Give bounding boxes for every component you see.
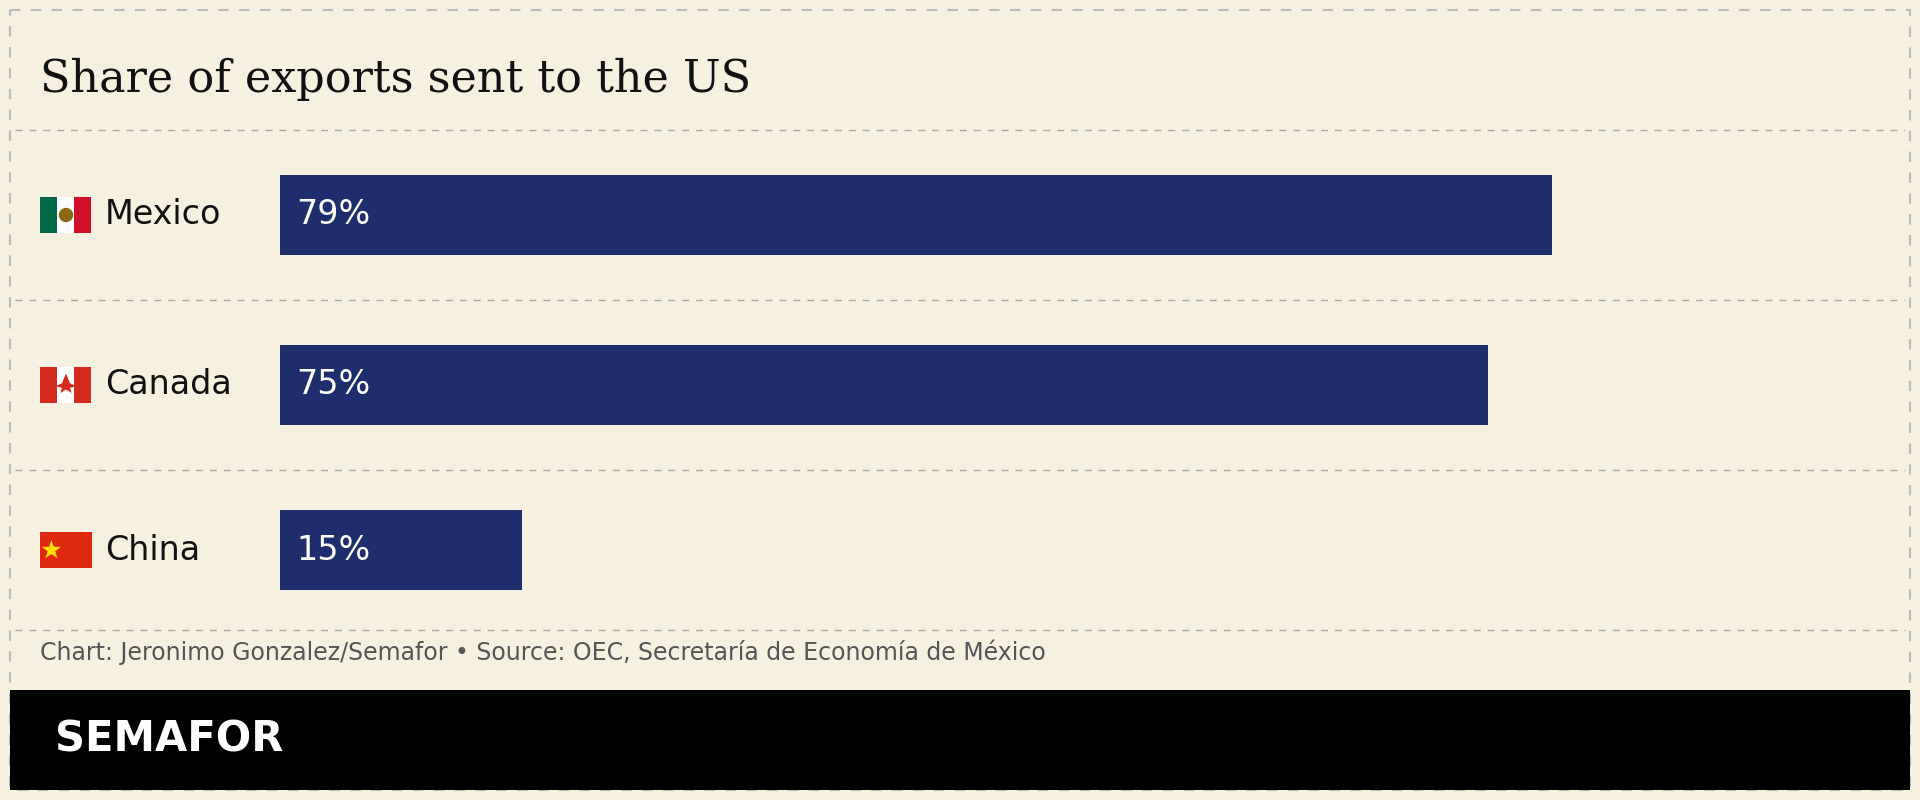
- Polygon shape: [56, 374, 77, 393]
- Text: 75%: 75%: [296, 369, 371, 402]
- Text: Chart: Jeronimo Gonzalez/Semafor • Source: OEC, Secretaría de Economía de México: Chart: Jeronimo Gonzalez/Semafor • Sourc…: [40, 639, 1046, 665]
- Text: 15%: 15%: [296, 534, 371, 566]
- Bar: [58, 197, 75, 233]
- Bar: [280, 175, 1551, 255]
- Text: China: China: [106, 534, 200, 566]
- Polygon shape: [42, 540, 61, 558]
- Bar: [40, 532, 92, 568]
- Bar: [75, 197, 90, 233]
- Text: Share of exports sent to the US: Share of exports sent to the US: [40, 58, 751, 101]
- Text: 79%: 79%: [296, 198, 371, 231]
- Bar: [280, 510, 522, 590]
- Text: Mexico: Mexico: [106, 198, 221, 231]
- Circle shape: [60, 209, 73, 222]
- Bar: [58, 367, 75, 403]
- Bar: [10, 690, 1910, 790]
- Bar: [280, 345, 1488, 425]
- Bar: [75, 367, 90, 403]
- Text: SEMAFOR: SEMAFOR: [56, 719, 284, 761]
- Text: Canada: Canada: [106, 369, 232, 402]
- Bar: [40, 367, 58, 403]
- Bar: [40, 197, 58, 233]
